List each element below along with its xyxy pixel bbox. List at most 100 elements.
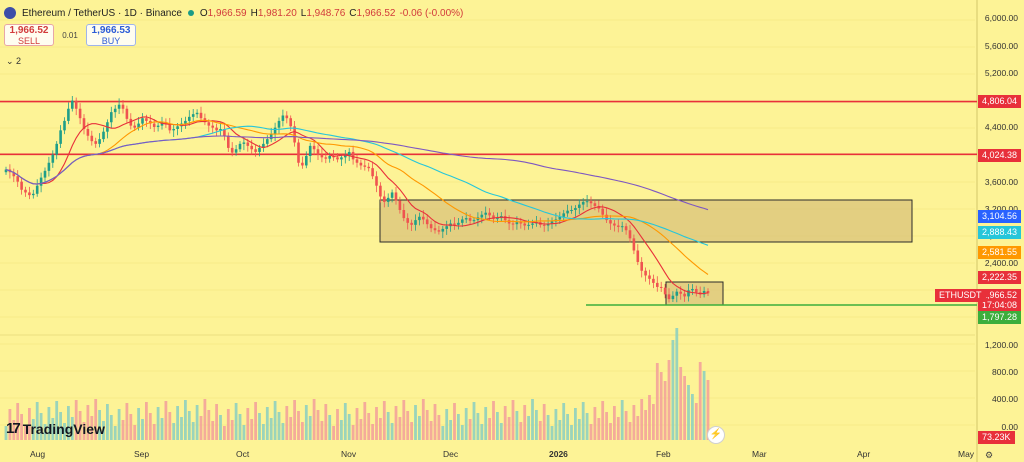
candle-body bbox=[609, 220, 612, 224]
candle-body bbox=[188, 116, 191, 121]
volume-bar bbox=[31, 419, 35, 440]
candle-body bbox=[219, 129, 222, 131]
low-value: 1,948.76 bbox=[306, 7, 346, 19]
low-key: L bbox=[300, 7, 307, 19]
candle-body bbox=[663, 287, 667, 295]
volume-bar bbox=[636, 416, 640, 440]
time-tick: Oct bbox=[236, 449, 250, 459]
candle-body bbox=[113, 108, 117, 113]
ma-short-line bbox=[5, 116, 709, 295]
candle-body bbox=[359, 162, 363, 166]
candle-body bbox=[636, 250, 640, 262]
symbol-title[interactable]: Ethereum / TetherUS · 1D · Binance bbox=[22, 7, 182, 19]
range-box-lower bbox=[665, 281, 724, 306]
candle-body bbox=[437, 230, 441, 232]
volume-bar bbox=[632, 405, 636, 440]
volume-bar bbox=[39, 413, 43, 440]
candle-body bbox=[43, 170, 47, 178]
volume-bar bbox=[258, 413, 261, 440]
volume-bar bbox=[336, 409, 339, 440]
volume-bar bbox=[148, 413, 152, 440]
symbol-header[interactable]: Ethereum / TetherUS · 1D · Binance O1,96… bbox=[4, 5, 463, 21]
volume-bar bbox=[390, 423, 394, 440]
candle-body bbox=[344, 155, 347, 158]
candle-body bbox=[191, 114, 195, 117]
volume-bar bbox=[659, 372, 663, 440]
volume-bar bbox=[78, 411, 82, 440]
buy-button[interactable]: 1,966.53 BUY bbox=[86, 24, 136, 46]
candle-body bbox=[223, 129, 226, 136]
volume-bar bbox=[542, 404, 546, 440]
candle-body bbox=[671, 295, 675, 300]
candle-body bbox=[628, 230, 632, 239]
volume-bar bbox=[519, 422, 523, 440]
flash-icon[interactable]: ⚡ bbox=[707, 426, 725, 444]
candle-body bbox=[593, 203, 597, 206]
volume-bar bbox=[207, 410, 211, 440]
candle-body bbox=[550, 221, 554, 224]
volume-bar bbox=[433, 404, 437, 440]
volume-bar bbox=[406, 411, 410, 440]
time-tick: Aug bbox=[30, 449, 46, 459]
candle-body bbox=[562, 213, 565, 217]
candle-body bbox=[94, 141, 97, 144]
candle-body bbox=[492, 215, 495, 219]
tradingview-logo[interactable]: 17 TradingView bbox=[6, 420, 105, 437]
volume-bar bbox=[367, 413, 371, 440]
candle-body bbox=[379, 185, 382, 197]
sell-button[interactable]: 1,966.52 SELL bbox=[4, 24, 54, 46]
settings-gear-icon[interactable]: ⚙ bbox=[985, 450, 994, 460]
volume-bar bbox=[230, 420, 234, 440]
candle-body bbox=[35, 185, 39, 194]
candle-body bbox=[301, 162, 304, 166]
volume-bar bbox=[480, 424, 484, 440]
candle-body bbox=[617, 225, 620, 227]
volume-bar bbox=[98, 410, 101, 440]
candle-body bbox=[414, 220, 417, 225]
volume-bar bbox=[616, 417, 620, 440]
tradingview-logo-icon: 17 bbox=[6, 420, 21, 437]
spread-value: 0.01 bbox=[62, 30, 78, 40]
candle-body bbox=[355, 159, 359, 163]
candle-body bbox=[457, 222, 460, 225]
candle-body bbox=[386, 197, 390, 202]
volume-bar bbox=[418, 416, 421, 440]
volume-bar bbox=[445, 409, 449, 440]
symbol-price-tag: ETHUSDT bbox=[935, 289, 986, 302]
volume-bar bbox=[63, 423, 66, 440]
volume-bar bbox=[675, 328, 679, 440]
candle-body bbox=[503, 216, 507, 221]
volume-bar bbox=[499, 423, 503, 440]
time-tick: Dec bbox=[443, 449, 459, 459]
volume-bar bbox=[644, 410, 647, 440]
candle-body bbox=[687, 290, 690, 297]
volume-bar bbox=[535, 410, 538, 440]
candle-body bbox=[644, 270, 647, 276]
volume-bar bbox=[593, 407, 597, 440]
change-value: -0.06 (-0.00%) bbox=[399, 7, 464, 19]
volume-bar bbox=[453, 403, 456, 440]
candle-body bbox=[390, 192, 394, 198]
candle-body bbox=[156, 125, 160, 127]
candle-body bbox=[266, 139, 269, 144]
volume-bar bbox=[82, 422, 86, 440]
indicators-toggle[interactable]: ⌄ 2 bbox=[6, 56, 22, 66]
candle-body bbox=[695, 288, 698, 293]
volume-bar bbox=[4, 426, 8, 440]
volume-bar bbox=[24, 425, 27, 440]
volume-bar bbox=[585, 413, 589, 440]
volume-bar bbox=[223, 426, 226, 440]
candle-body bbox=[461, 219, 464, 223]
logo-text: TradingView bbox=[22, 420, 105, 437]
candle-body bbox=[250, 145, 253, 150]
volume-bar bbox=[655, 363, 659, 440]
volume-bar bbox=[211, 421, 215, 440]
volume-bar bbox=[203, 399, 207, 440]
volume-bar bbox=[601, 401, 605, 440]
volume-bar bbox=[265, 407, 269, 440]
volume-bar bbox=[250, 419, 254, 440]
volume-bar bbox=[199, 416, 203, 440]
candle-body bbox=[601, 208, 604, 215]
